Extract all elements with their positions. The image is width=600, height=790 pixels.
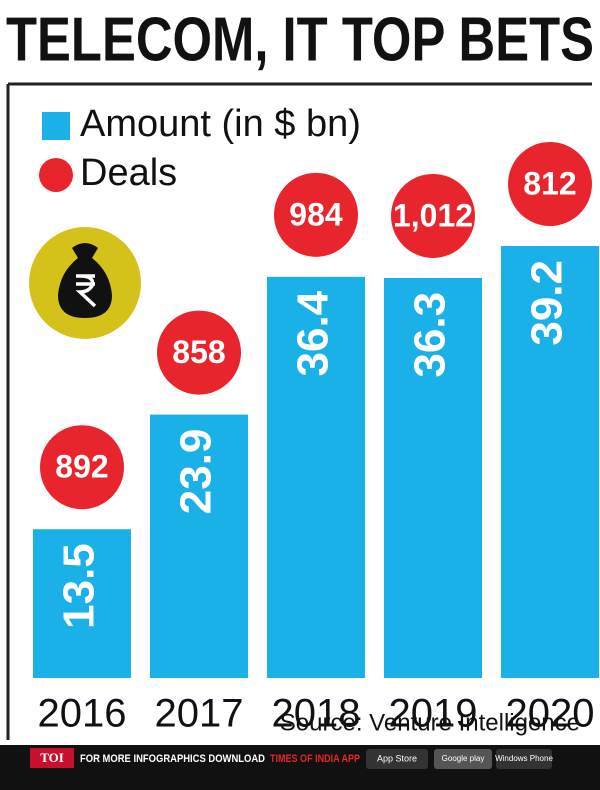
footer-logo-bg (30, 748, 74, 768)
bar-value-label: 36.4 (289, 290, 338, 376)
legend-label: Amount (in $ bn) (80, 103, 361, 145)
badge-bg (366, 749, 428, 769)
deal-marker (157, 310, 241, 395)
x-tick-label: 2016 (38, 692, 127, 736)
x-tick-label: 2017 (155, 692, 244, 736)
footer-text: FOR MORE INFOGRAPHICS DOWNLOAD (80, 753, 265, 765)
badge[interactable]: Google play (442, 754, 485, 763)
badge-bg (434, 749, 492, 769)
bar (501, 246, 599, 678)
bar-value-label: 39.2 (523, 260, 572, 346)
legend-swatch (39, 158, 73, 192)
bar (384, 277, 482, 678)
legend-swatch (42, 112, 70, 140)
deal-label: 984 (289, 196, 343, 232)
source-note: Source: Venture Intelligence (280, 709, 580, 736)
chart-title: TELECOM, IT TOP BETS (6, 5, 594, 74)
deal-label: 812 (523, 165, 576, 201)
money-bag-icon (29, 227, 141, 339)
bar-value-label: 36.3 (406, 292, 455, 378)
x-tick-label: 2019 (389, 692, 478, 736)
badge-bg (496, 749, 552, 769)
deal-marker (40, 425, 124, 510)
badge[interactable]: App Store (377, 753, 417, 763)
bar-value-label: 13.5 (55, 543, 104, 629)
badge[interactable]: Windows Phone (495, 754, 553, 763)
bar (267, 276, 365, 678)
footer-app: TIMES OF INDIA APP (270, 753, 360, 765)
x-tick-label: 2020 (506, 692, 595, 736)
deal-label: 892 (55, 449, 108, 485)
deal-marker (391, 173, 475, 258)
bar-value-label: 23.9 (172, 429, 221, 515)
bar (150, 414, 248, 678)
deal-marker (508, 142, 592, 226)
x-tick-label: 2018 (272, 692, 361, 736)
deal-label: 858 (172, 334, 225, 370)
deal-marker (274, 172, 358, 257)
footer-brand: TOI (40, 750, 64, 765)
bar (33, 529, 131, 678)
deal-label: 1,012 (393, 197, 473, 233)
legend-label: Deals (80, 152, 177, 194)
